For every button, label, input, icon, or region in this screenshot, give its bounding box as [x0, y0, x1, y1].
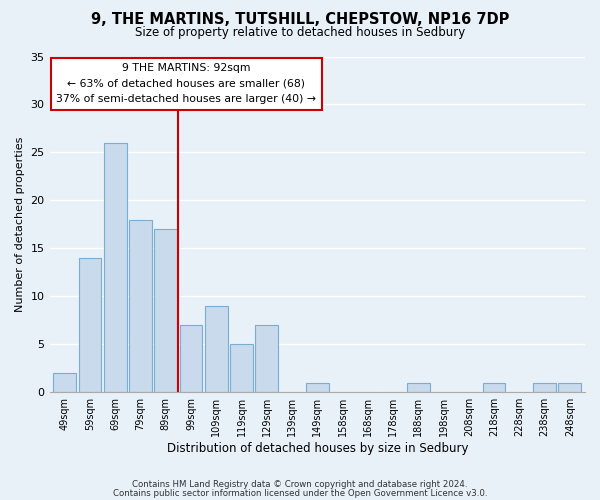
- Bar: [256, 325, 278, 392]
- Text: Contains HM Land Registry data © Crown copyright and database right 2024.: Contains HM Land Registry data © Crown c…: [132, 480, 468, 489]
- Bar: [407, 382, 430, 392]
- Bar: [179, 325, 202, 392]
- Bar: [205, 306, 227, 392]
- Bar: [533, 382, 556, 392]
- Bar: [79, 258, 101, 392]
- Y-axis label: Number of detached properties: Number of detached properties: [15, 136, 25, 312]
- Bar: [483, 382, 505, 392]
- Text: 9, THE MARTINS, TUTSHILL, CHEPSTOW, NP16 7DP: 9, THE MARTINS, TUTSHILL, CHEPSTOW, NP16…: [91, 12, 509, 28]
- X-axis label: Distribution of detached houses by size in Sedbury: Distribution of detached houses by size …: [167, 442, 468, 455]
- Bar: [230, 344, 253, 392]
- Bar: [129, 220, 152, 392]
- Bar: [559, 382, 581, 392]
- Bar: [154, 229, 177, 392]
- Text: Contains public sector information licensed under the Open Government Licence v3: Contains public sector information licen…: [113, 488, 487, 498]
- Bar: [104, 143, 127, 392]
- Bar: [306, 382, 329, 392]
- Text: Size of property relative to detached houses in Sedbury: Size of property relative to detached ho…: [135, 26, 465, 39]
- Text: 9 THE MARTINS: 92sqm
← 63% of detached houses are smaller (68)
37% of semi-detac: 9 THE MARTINS: 92sqm ← 63% of detached h…: [56, 63, 316, 104]
- Bar: [53, 373, 76, 392]
